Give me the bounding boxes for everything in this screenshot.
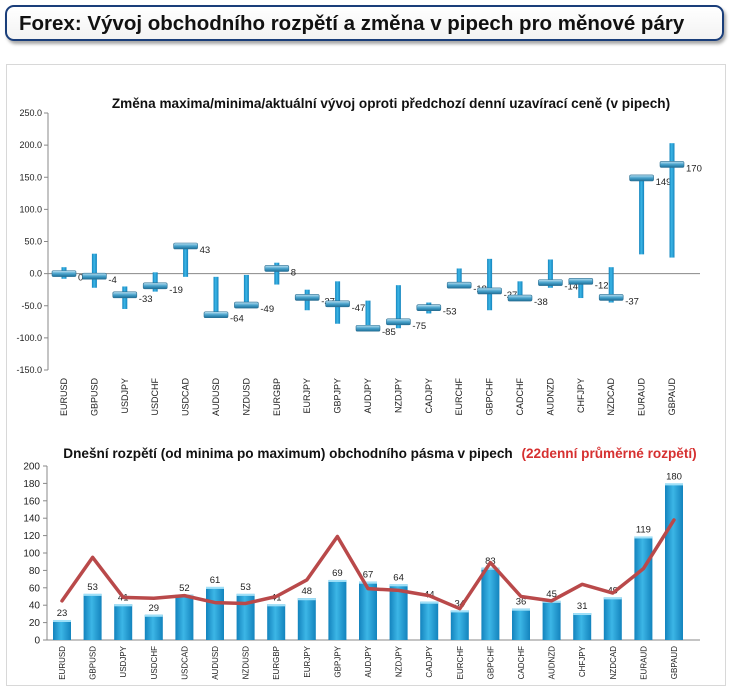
header-banner: Forex: Vývoj obchodního rozpětí a změna … — [5, 5, 724, 41]
charts-panel — [6, 64, 726, 686]
page-title: Forex: Vývoj obchodního rozpětí a změna … — [19, 12, 685, 35]
